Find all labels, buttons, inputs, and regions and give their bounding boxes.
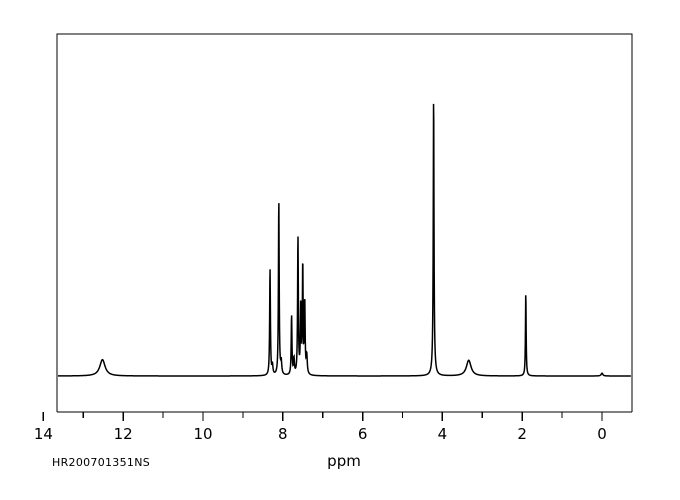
plot-frame (56, 33, 633, 412)
x-axis-tick-label: 8 (278, 425, 288, 443)
x-axis-tick-label: 12 (114, 425, 133, 443)
x-axis-minor-ticks (82, 412, 563, 418)
x-axis-tick-label: 14 (34, 425, 53, 443)
x-axis-title: ppm (327, 452, 361, 470)
x-axis-major-ticks (42, 412, 603, 421)
spectrum-trace (58, 103, 631, 377)
x-axis-tick-label: 2 (517, 425, 527, 443)
x-axis: 14 12 10 8 6 4 2 0 (34, 411, 632, 443)
x-axis-tick-label: 10 (193, 425, 212, 443)
spectrum-id-label: HR200701351NS (52, 456, 150, 469)
x-axis-tick-label: 4 (438, 425, 448, 443)
x-axis-tick-labels: 14 12 10 8 6 4 2 0 (34, 425, 607, 443)
x-axis-tick-label: 0 (597, 425, 607, 443)
x-axis-tick-label: 6 (358, 425, 368, 443)
